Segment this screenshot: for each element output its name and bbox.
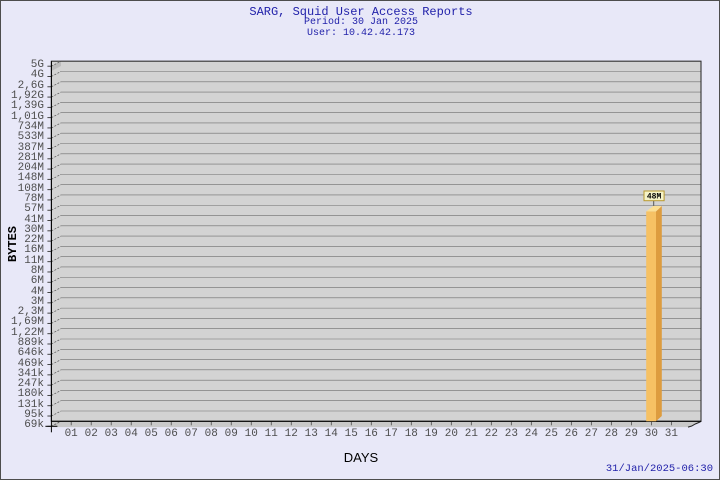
svg-text:48M: 48M: [646, 193, 661, 202]
